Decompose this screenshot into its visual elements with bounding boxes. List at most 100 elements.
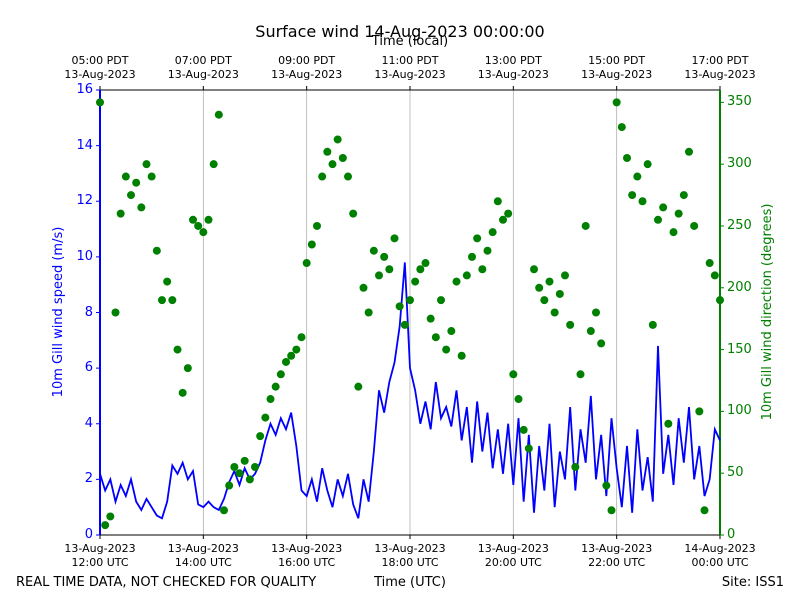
direction-point <box>271 382 280 391</box>
top-tick-label: 15:00 PDT 13-Aug-2023 <box>581 54 653 81</box>
direction-point <box>690 221 699 230</box>
direction-point <box>426 314 435 323</box>
direction-point <box>540 296 549 305</box>
direction-point <box>442 345 451 354</box>
direction-point <box>96 98 104 107</box>
y2-tick-label: 250 <box>727 217 752 233</box>
footer-right: Site: ISS1 <box>721 575 784 590</box>
direction-point <box>359 283 368 292</box>
direction-point <box>586 327 595 336</box>
direction-point <box>101 521 110 530</box>
direction-point <box>209 160 218 169</box>
direction-point <box>617 123 626 132</box>
x-axis-label: Time (UTC) <box>374 575 446 590</box>
y2-tick-label: 200 <box>727 279 752 295</box>
x-tick-label: 14-Aug-2023 00:00 UTC <box>684 542 756 569</box>
y2-axis-label: 10m Gill wind direction (degrees) <box>759 203 775 421</box>
direction-point <box>364 308 373 317</box>
direction-point <box>679 191 688 200</box>
top-tick-label: 05:00 PDT 13-Aug-2023 <box>64 54 136 81</box>
direction-point <box>292 345 301 354</box>
direction-point <box>400 320 409 329</box>
direction-point <box>199 228 208 237</box>
direction-point <box>504 209 513 218</box>
direction-point <box>111 308 120 317</box>
direction-point <box>473 234 482 243</box>
direction-point <box>338 153 347 162</box>
direction-point <box>571 463 580 472</box>
direction-point <box>163 277 172 286</box>
direction-point <box>447 327 456 336</box>
direction-point <box>499 215 507 224</box>
y2-tick-label: 0 <box>727 526 736 542</box>
direction-point <box>106 512 115 521</box>
direction-point <box>385 265 394 274</box>
direction-point <box>240 456 249 465</box>
direction-point <box>173 345 182 354</box>
direction-point <box>509 370 518 379</box>
direction-point <box>457 351 466 360</box>
direction-point <box>116 209 125 218</box>
direction-point <box>514 395 523 404</box>
direction-point <box>659 203 668 212</box>
direction-point <box>530 265 538 274</box>
top-tick-label: 09:00 PDT 13-Aug-2023 <box>271 54 343 81</box>
direction-point <box>628 191 637 200</box>
direction-point <box>566 320 575 329</box>
direction-point <box>607 506 616 515</box>
direction-point <box>705 259 714 268</box>
direction-point <box>710 271 719 280</box>
direction-point <box>158 296 166 305</box>
direction-point <box>152 246 161 255</box>
top-tick-label: 17:00 PDT 13-Aug-2023 <box>684 54 756 81</box>
direction-point <box>623 153 631 162</box>
direction-point <box>592 308 600 317</box>
direction-point <box>576 370 585 379</box>
direction-point <box>390 234 399 243</box>
y2-tick-label: 150 <box>727 341 752 357</box>
direction-point <box>344 172 352 181</box>
direction-point <box>297 333 306 342</box>
direction-point <box>561 271 569 280</box>
direction-point <box>700 506 709 515</box>
direction-point <box>204 215 213 224</box>
top-tick-label: 13:00 PDT 13-Aug-2023 <box>477 54 549 81</box>
direction-point <box>214 110 223 119</box>
direction-point <box>597 339 606 348</box>
direction-point <box>323 147 332 156</box>
x-tick-label: 13-Aug-2023 20:00 UTC <box>477 542 549 569</box>
direction-point <box>127 191 135 200</box>
direction-point <box>612 98 621 107</box>
direction-point <box>468 252 476 261</box>
direction-point <box>488 228 497 237</box>
direction-point <box>478 265 487 274</box>
top-axis-label: Time (local) <box>371 34 449 49</box>
direction-point <box>550 308 559 317</box>
y2-tick-label: 50 <box>727 465 744 481</box>
top-tick-label: 07:00 PDT 13-Aug-2023 <box>167 54 239 81</box>
direction-point <box>452 277 461 286</box>
x-tick-label: 13-Aug-2023 16:00 UTC <box>271 542 343 569</box>
direction-point <box>545 277 554 286</box>
direction-point <box>369 246 378 255</box>
direction-point <box>225 481 234 490</box>
direction-point <box>519 425 528 434</box>
y2-tick-label: 100 <box>727 403 752 419</box>
direction-point <box>581 221 590 230</box>
direction-point <box>328 160 337 169</box>
direction-point <box>654 215 662 224</box>
direction-point <box>132 178 141 187</box>
direction-point <box>256 432 265 441</box>
y-tick-label: 0 <box>84 526 93 542</box>
direction-point <box>194 221 203 230</box>
direction-point <box>380 252 389 261</box>
direction-point <box>276 370 285 379</box>
direction-point <box>121 172 130 181</box>
direction-point <box>421 259 430 268</box>
y2-tick-label: 300 <box>727 156 752 172</box>
direction-point <box>669 228 678 237</box>
direction-point <box>142 160 151 169</box>
direction-point <box>251 463 259 472</box>
